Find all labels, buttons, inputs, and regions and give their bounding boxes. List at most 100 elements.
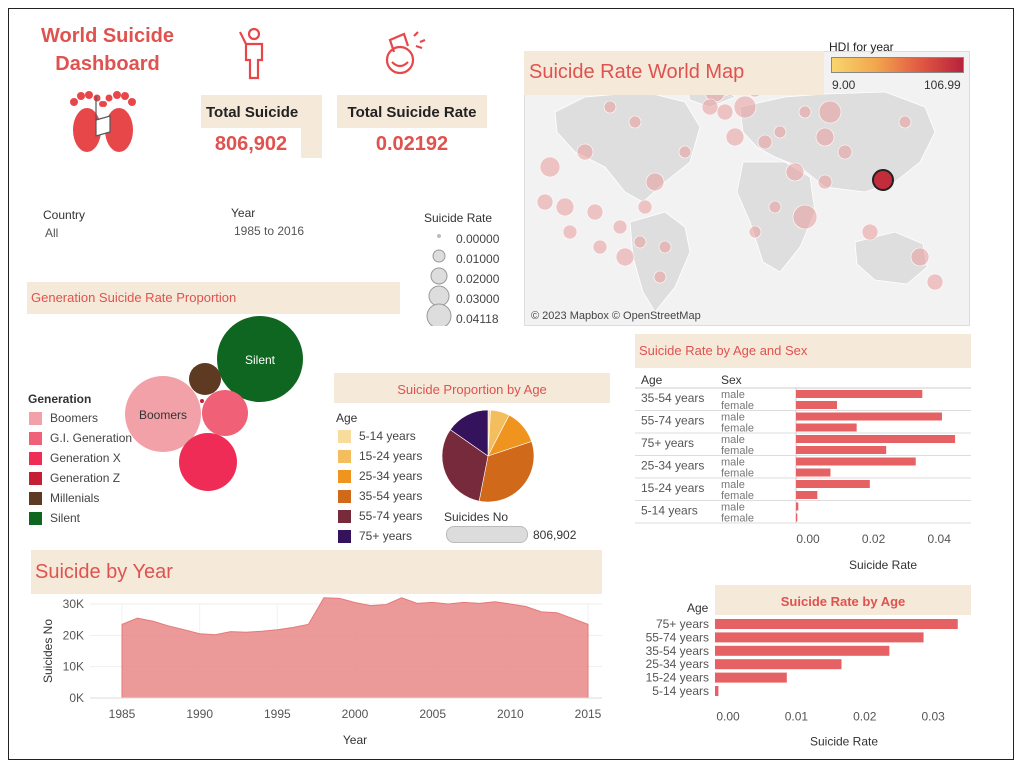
map-point[interactable] xyxy=(815,127,835,147)
map-point[interactable] xyxy=(615,247,635,267)
map-point[interactable] xyxy=(576,143,594,161)
country-filter-label: Country xyxy=(43,208,86,222)
col-header-sex: Sex xyxy=(721,373,742,387)
map-point[interactable] xyxy=(748,225,762,239)
map-point[interactable] xyxy=(592,239,608,255)
map-point-highlight[interactable] xyxy=(872,169,894,191)
x-tick-label: 1985 xyxy=(109,707,136,721)
map-point[interactable] xyxy=(757,134,773,150)
age-legend-item-25-34-years[interactable]: 25-34 years xyxy=(338,469,422,483)
map-point[interactable] xyxy=(837,144,853,160)
age-legend-item-35-54-years[interactable]: 35-54 years xyxy=(338,489,422,503)
year-area[interactable] xyxy=(121,597,589,699)
generation-legend-item-silent[interactable]: Silent xyxy=(29,511,80,525)
map-point[interactable] xyxy=(539,156,561,178)
bar-male-75-years[interactable] xyxy=(796,435,956,443)
pie-slice-55-74-years[interactable] xyxy=(441,429,489,502)
map-point[interactable] xyxy=(785,162,805,182)
world-map-panel[interactable] xyxy=(524,51,970,326)
pie-slice-75-years[interactable] xyxy=(449,409,489,457)
map-point[interactable] xyxy=(678,145,692,159)
bar-female-55-74-years[interactable] xyxy=(796,423,857,432)
map-point[interactable] xyxy=(555,197,575,217)
country-filter-value[interactable]: All xyxy=(45,226,59,240)
legend-swatch xyxy=(338,509,351,523)
legend-swatch xyxy=(29,431,42,445)
legend-swatch xyxy=(338,489,351,503)
bar-female-75-years[interactable] xyxy=(796,446,887,454)
map-point[interactable] xyxy=(725,127,745,147)
legend-label: 25-34 years xyxy=(359,469,423,483)
map-point[interactable] xyxy=(586,203,604,221)
age-legend-item-5-14-years[interactable]: 5-14 years xyxy=(338,429,416,443)
year-chart-title: Suicide by Year xyxy=(35,561,173,583)
map-point[interactable] xyxy=(701,98,719,116)
bar-male-5-14-years[interactable] xyxy=(796,502,799,511)
age-legend-item-15-24-years[interactable]: 15-24 years xyxy=(338,449,422,463)
pie-slice-35-54-years[interactable] xyxy=(478,441,535,503)
age-pie-title-bar xyxy=(334,373,610,403)
age-pie-title: Suicide Proportion by Age xyxy=(397,382,547,397)
generation-title: Generation Suicide Rate Proportion xyxy=(31,290,237,305)
map-point[interactable] xyxy=(910,247,930,267)
map-point[interactable] xyxy=(645,172,665,192)
map-point[interactable] xyxy=(926,273,944,291)
generation-legend-item-boomers[interactable]: Boomers xyxy=(29,411,98,425)
y-tick-label: 30K xyxy=(63,597,84,611)
age-legend-item-55-74-years[interactable]: 55-74 years xyxy=(338,509,422,523)
x-tick-label: 0.02 xyxy=(853,709,877,723)
map-point[interactable] xyxy=(733,95,757,119)
bar-female-25-34-years[interactable] xyxy=(796,468,831,477)
bar-55-74-years[interactable] xyxy=(715,632,924,643)
bar-female-5-14-years[interactable] xyxy=(796,513,798,522)
x-tick-label: 0.04 xyxy=(928,532,952,546)
map-point[interactable] xyxy=(637,199,653,215)
year-filter-value[interactable]: 1985 to 2016 xyxy=(234,224,305,238)
map-point[interactable] xyxy=(603,100,617,114)
map-point[interactable] xyxy=(768,200,782,214)
map-point[interactable] xyxy=(792,204,818,230)
generation-legend-item-millenials[interactable]: Millenials xyxy=(29,491,99,505)
map-point[interactable] xyxy=(633,235,647,249)
legend-label: Silent xyxy=(50,511,81,525)
legend-swatch xyxy=(29,411,42,425)
map-point[interactable] xyxy=(653,270,667,284)
bar-female-35-54-years[interactable] xyxy=(796,401,837,409)
bar-75-years[interactable] xyxy=(715,619,958,629)
map-point[interactable] xyxy=(798,105,812,119)
size-legend-title: Suicide Rate xyxy=(424,211,493,225)
bar-35-54-years[interactable] xyxy=(715,645,890,656)
generation-legend-item-generation-z[interactable]: Generation Z xyxy=(29,471,120,485)
map-point[interactable] xyxy=(562,224,578,240)
total-rate-header xyxy=(337,95,487,128)
bar-5-14-years[interactable] xyxy=(715,686,719,696)
legend-swatch xyxy=(29,471,42,485)
x-axis-title: Year xyxy=(343,733,367,747)
y-tick-label: 10K xyxy=(63,660,84,674)
bar-male-25-34-years[interactable] xyxy=(796,457,916,466)
map-point[interactable] xyxy=(536,193,554,211)
row-age-label: 25-34 years xyxy=(641,459,704,473)
map-point[interactable] xyxy=(818,100,842,124)
bar-25-34-years[interactable] xyxy=(715,659,842,670)
map-point[interactable] xyxy=(628,115,642,129)
x-tick-label: 2015 xyxy=(575,707,602,721)
map-point[interactable] xyxy=(861,223,879,241)
bar-male-35-54-years[interactable] xyxy=(796,390,923,398)
age-legend-item-75-years[interactable]: 75+ years xyxy=(338,529,412,543)
bar-15-24-years[interactable] xyxy=(715,672,787,683)
map-point[interactable] xyxy=(658,240,672,254)
map-point[interactable] xyxy=(898,115,912,129)
map-point[interactable] xyxy=(817,174,833,190)
generation-legend-item-generation-x[interactable]: Generation X xyxy=(29,451,121,465)
generation-legend-item-g-i-generation[interactable]: G.I. Generation xyxy=(29,431,132,445)
age-pie-chart xyxy=(441,409,535,503)
map-point[interactable] xyxy=(612,219,628,235)
bar-label-25-34-years: 25-34 years xyxy=(646,657,709,671)
bar-male-15-24-years[interactable] xyxy=(796,480,870,488)
bar-female-15-24-years[interactable] xyxy=(796,491,818,499)
bar-male-55-74-years[interactable] xyxy=(796,412,942,421)
map-point[interactable] xyxy=(716,103,734,121)
map-point[interactable] xyxy=(773,125,787,139)
generation-legend-title: Generation xyxy=(28,392,92,406)
